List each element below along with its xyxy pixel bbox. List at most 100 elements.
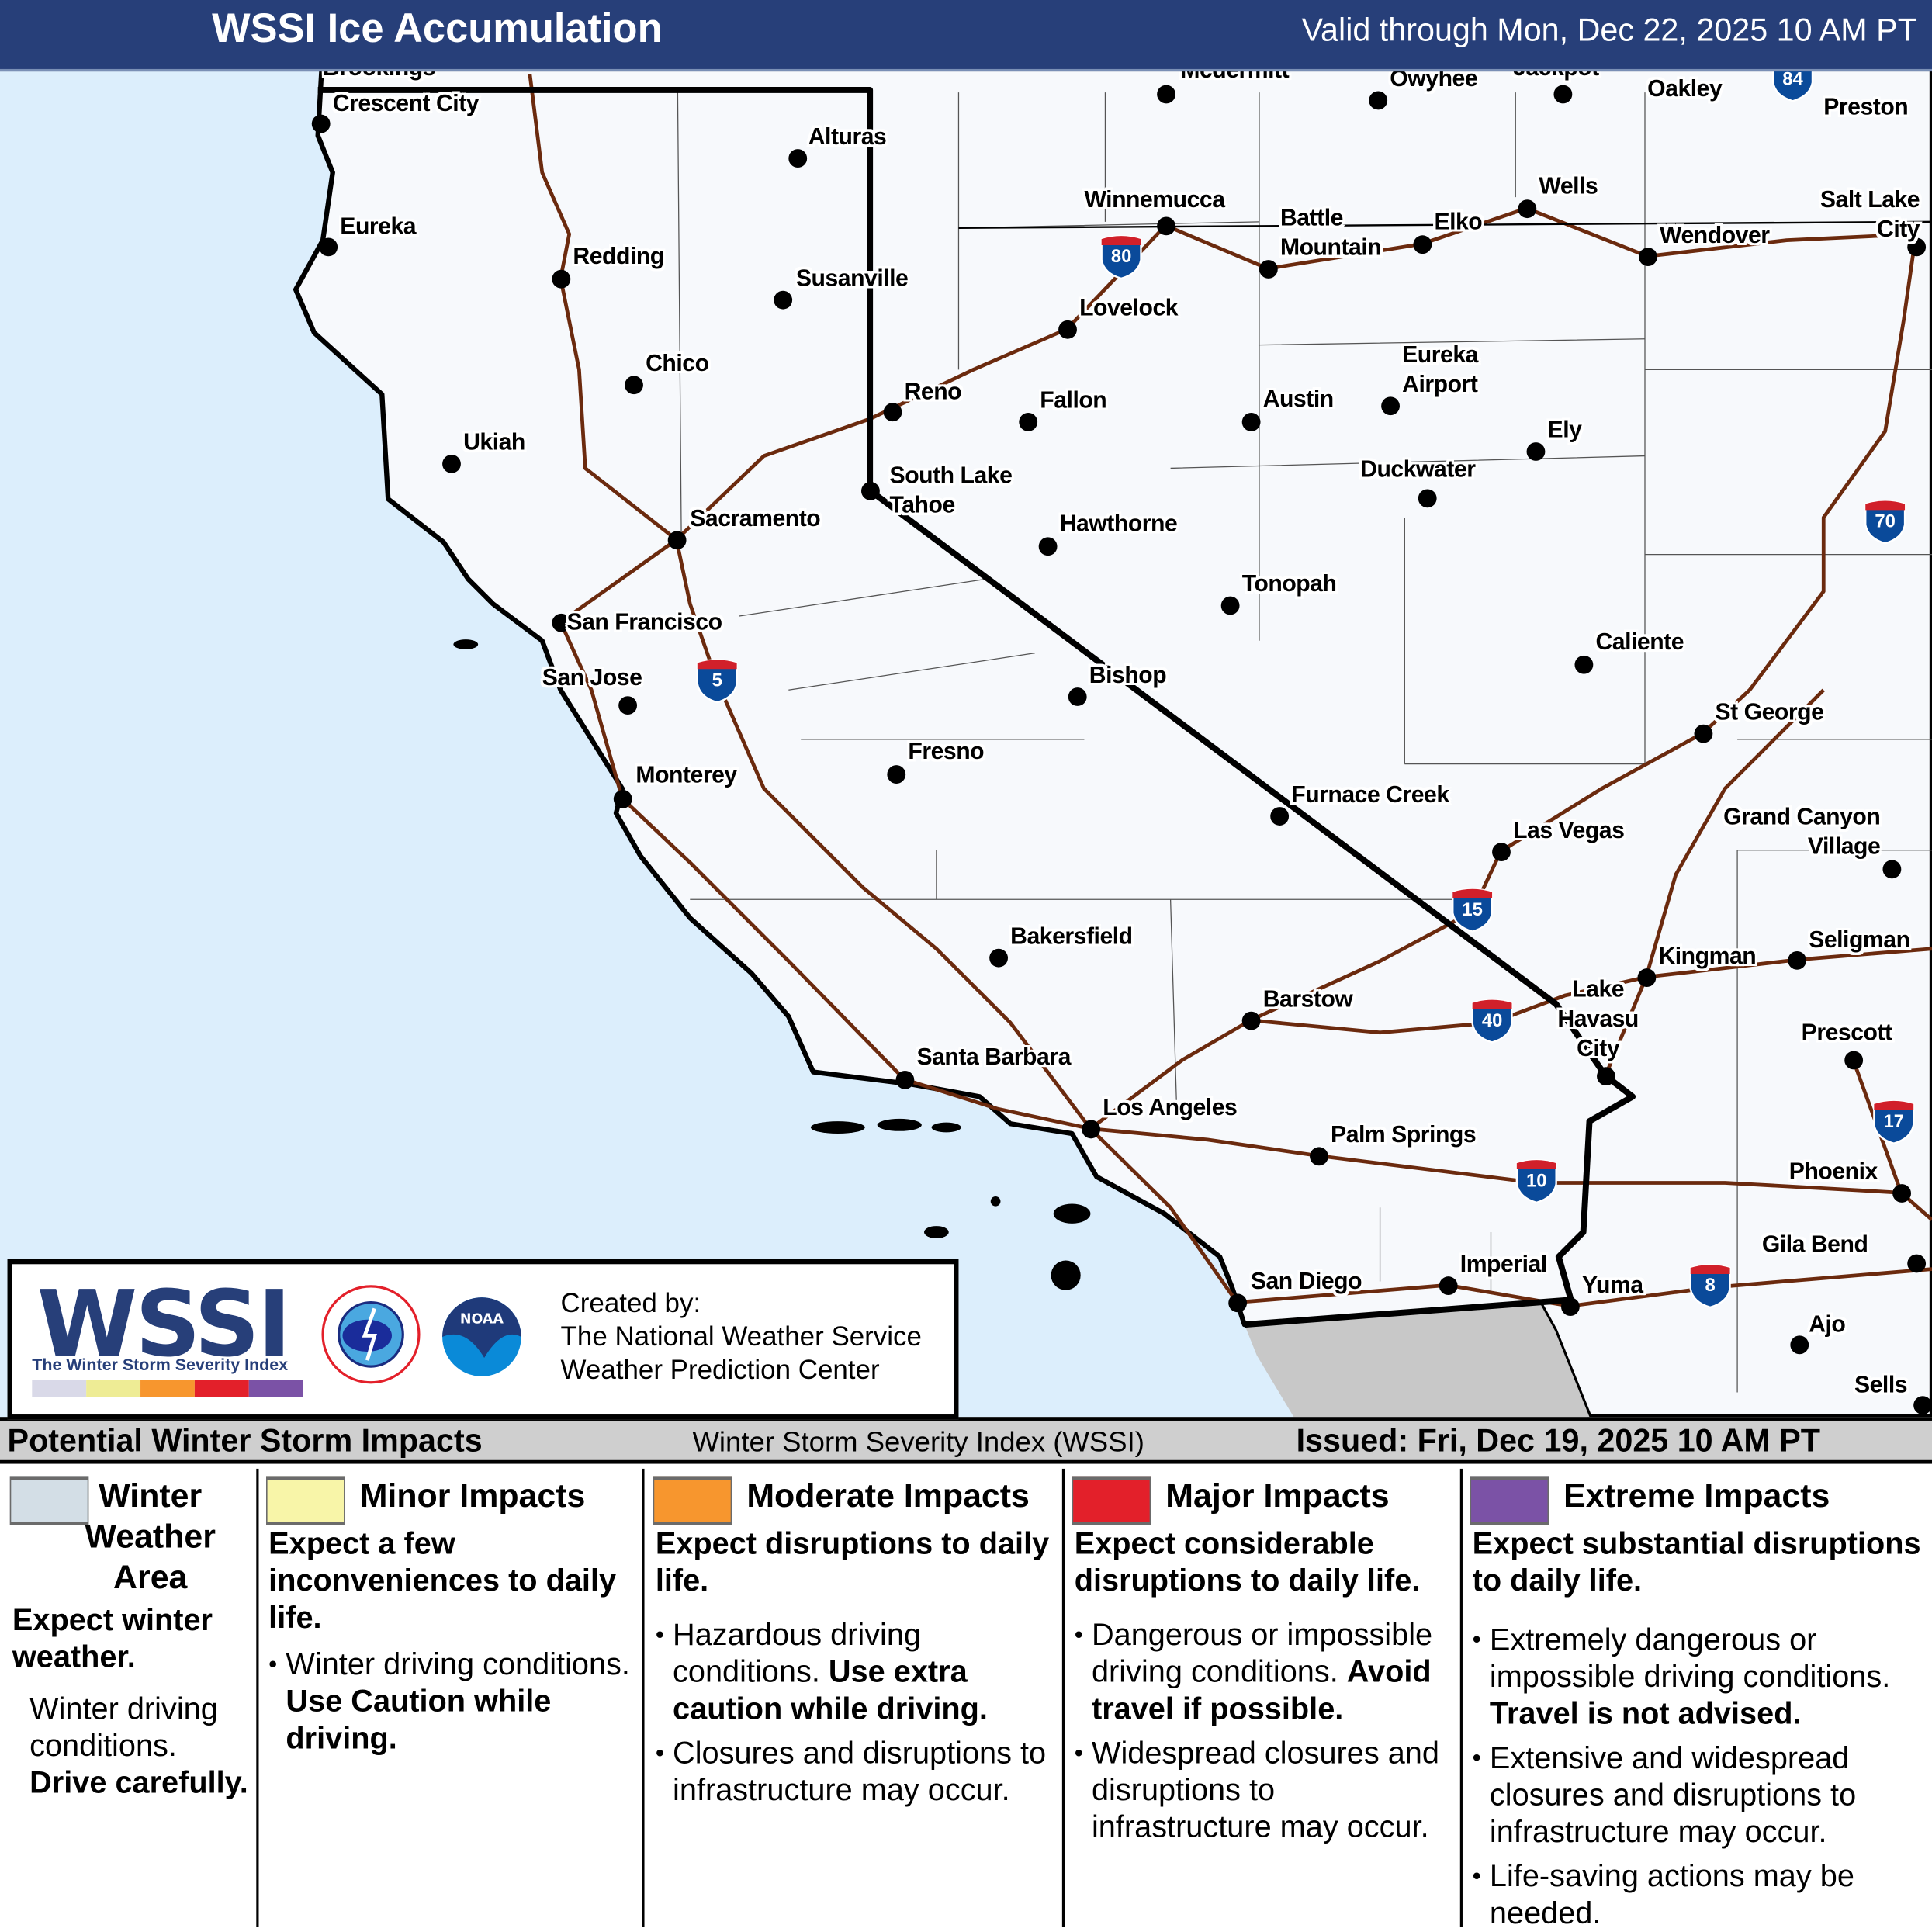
legend-heading: Potential Winter Storm Impacts (7, 1421, 483, 1459)
city-dot (1517, 199, 1536, 218)
bullet-text: Dangerous or impossible driving conditio… (1091, 1618, 1433, 1690)
city-dot (788, 148, 807, 168)
scale-swatch (86, 1380, 141, 1397)
city-dot (860, 481, 880, 500)
interstate-shield-icon: 15 (1449, 886, 1495, 933)
city-dot (1156, 84, 1175, 103)
city-label: Bishop (1089, 663, 1167, 689)
interstate-shield-icon: 17 (1871, 1098, 1917, 1144)
legend-bullet: • Dangerous or impossible driving conditi… (1075, 1616, 1459, 1727)
city-label: Santa Barbara (916, 1044, 1071, 1071)
bullet-text: Winter driving conditions. (29, 1691, 218, 1764)
city-dot (441, 454, 461, 473)
city-dot (1220, 595, 1239, 615)
city-dot (1636, 968, 1656, 987)
city-dot (1269, 806, 1289, 826)
city-label: Lake Havasu City (1557, 977, 1639, 1062)
map-area: BrookingsCrescent CityAlturasEurekaReddi… (0, 0, 1932, 1418)
credits: Created by: The National Weather Service… (561, 1286, 922, 1387)
city-dot (1241, 1010, 1260, 1030)
city-dot (1596, 1066, 1615, 1085)
city-dot (551, 613, 570, 632)
bullet-text: Extensive and widespread closures and di… (1489, 1740, 1857, 1850)
city-dot (1913, 1395, 1932, 1414)
city-label: Monterey (635, 762, 737, 789)
city-label: San Jose (542, 665, 642, 691)
bullet-emphasis: Travel is not advised. (1489, 1696, 1802, 1732)
city-dot (667, 530, 686, 549)
city-dot (1787, 950, 1806, 969)
city-label: Eureka (340, 214, 417, 241)
legend-index-name: Winter Storm Severity Index (WSSI) (692, 1425, 1144, 1458)
city-label: Yuma (1582, 1272, 1643, 1299)
wssi-color-scale (32, 1380, 303, 1397)
city-dot (1259, 259, 1277, 279)
wssi-logo-subtitle: The Winter Storm Severity Index (32, 1355, 289, 1374)
city-label: Furnace Creek (1291, 782, 1449, 808)
city-label: Gila Bend (1761, 1232, 1868, 1259)
interstate-number: 40 (1481, 1010, 1503, 1032)
city-dot (1906, 1253, 1926, 1272)
legend-divider (1459, 1468, 1463, 1927)
interstate-shield-icon: 5 (694, 656, 740, 704)
interstate-shield-icon: 70 (1861, 498, 1908, 545)
city-label: Eureka Airport (1402, 342, 1478, 398)
basemap (293, 47, 1932, 1418)
bullet-emphasis: Use Caution while driving. (286, 1684, 552, 1756)
bullet-text: Life-saving actions may be needed. (1489, 1859, 1854, 1931)
city-label: Seligman (1809, 927, 1910, 954)
city-dot (1368, 90, 1387, 109)
city-dot (1412, 234, 1432, 254)
legend-column: Minor Impacts Expect a few inconveniences… (266, 1464, 635, 1923)
city-dot (1018, 412, 1037, 431)
city-dot (1638, 247, 1657, 266)
city-label: Wendover (1660, 223, 1770, 249)
legend-column: Moderate Impacts Expect disruptions to da… (653, 1464, 1060, 1923)
bullet-text: Widespread closures and disruptions to i… (1091, 1736, 1439, 1845)
bullet-text: Closures and disruptions to infrastructu… (673, 1736, 1047, 1808)
bullet-icon: • (655, 1621, 664, 1649)
city-label: Redding (573, 244, 664, 270)
city-label: Elko (1434, 209, 1483, 236)
wssi-logo: WSSI (36, 1271, 292, 1378)
issued-time: Issued: Fri, Dec 19, 2025 10 AM PT (1296, 1421, 1821, 1459)
city-dot (1525, 441, 1545, 461)
legend-headline: Expect a few inconveniences to daily lif… (268, 1526, 617, 1636)
city-dot (1553, 84, 1572, 103)
city-dot (1081, 1119, 1100, 1138)
city-label: Chico (646, 351, 709, 377)
city-dot (1309, 1146, 1328, 1165)
city-label: Ajo (1809, 1312, 1846, 1338)
interstate-number: 8 (1705, 1275, 1716, 1297)
city-dot (1418, 488, 1436, 507)
city-dot (1789, 1335, 1809, 1354)
interstate-number: 5 (712, 670, 722, 691)
impact-legend: Winter Weather Area Expect winter weather… (0, 1464, 1932, 1932)
city-dot (773, 289, 792, 309)
legend-title: Winter Weather Area (85, 1477, 216, 1596)
legend-header: Potential Winter Storm Impacts Winter St… (0, 1417, 1932, 1464)
legend-bullet: • Extremely dangerous or impossible drivi… (1473, 1622, 1928, 1733)
bullet-icon: • (1074, 1621, 1083, 1649)
city-dot (989, 947, 1008, 967)
bullet-icon: • (1472, 1626, 1481, 1654)
city-label: Salt Lake City (1819, 187, 1920, 243)
city-dot (1491, 842, 1511, 861)
city-label: Lovelock (1079, 296, 1179, 322)
city-dot (1693, 723, 1712, 743)
bullet-text: Hazardous driving conditions. (673, 1618, 922, 1690)
city-label: Los Angeles (1103, 1095, 1238, 1122)
city-label: Winnemucca (1084, 187, 1225, 213)
city-dot (618, 695, 637, 715)
interstate-number: 10 (1525, 1170, 1547, 1192)
legend-bullet: • Closures and disruptions to infrastruct… (656, 1735, 1062, 1809)
city-label: Las Vegas (1513, 818, 1625, 844)
scale-swatch (140, 1380, 195, 1397)
city-label: Fallon (1040, 388, 1107, 414)
city-dot (1892, 1183, 1911, 1203)
legend-swatch (653, 1476, 732, 1525)
city-label: Grand Canyon Village (1723, 804, 1881, 860)
city-dot (613, 789, 632, 808)
legend-bullet: Winter driving conditions. Drive careful… (29, 1691, 258, 1802)
valid-time: Valid through Mon, Dec 22, 2025 10 AM PT (1301, 11, 1917, 48)
